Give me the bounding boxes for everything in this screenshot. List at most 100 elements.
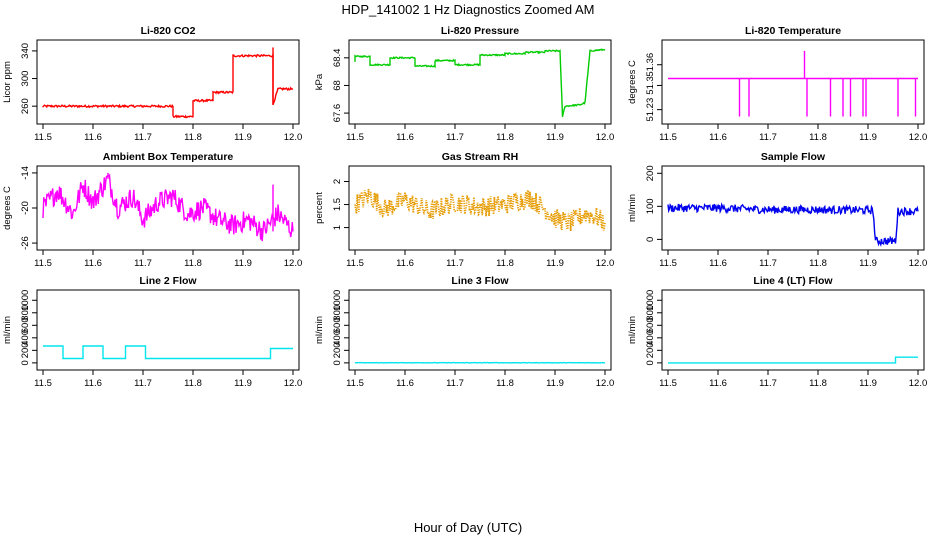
panel-ylabel: kPa [314, 73, 325, 90]
y-tick-label: 600 [332, 317, 343, 333]
panel-title: Ambient Box Temperature [103, 151, 234, 163]
y-tick-label: 260 [20, 98, 31, 114]
x-tick-label: 11.9 [859, 258, 877, 269]
x-tick-label: 11.9 [234, 132, 252, 143]
panel-title: Gas Stream RH [442, 151, 518, 163]
panel-6: Line 2 Flow ml/min 11.5 11.6 11.7 11.8 11.9 12.… [2, 275, 302, 389]
x-tick-label: 11.6 [396, 378, 414, 389]
panel-1: Li-820 Pressure kPa 11.5 11.6 11.7 11.8 11.9 12… [314, 25, 614, 143]
y-tick-label: 100 [645, 198, 656, 214]
series-line [42, 52, 294, 119]
y-tick-label: 600 [20, 317, 31, 333]
panel-ylabel: ml/min [2, 316, 13, 344]
y-tick-label: 400 [332, 330, 343, 346]
x-tick-label: 12.0 [596, 378, 615, 389]
y-tick-label: -14 [20, 166, 31, 180]
x-tick-label: 11.8 [496, 258, 514, 269]
x-tick-label: 11.6 [396, 132, 414, 143]
y-tick-label: 67.6 [332, 104, 343, 123]
y-tick-label: -20 [20, 201, 31, 215]
y-tick-label: 0 [332, 360, 343, 365]
panel-ylabel: ml/min [627, 194, 638, 222]
x-tick-label: 11.6 [84, 258, 102, 269]
x-tick-label: 11.5 [346, 132, 364, 143]
x-tick-label: 11.7 [446, 258, 464, 269]
panel-frame [36, 289, 300, 371]
y-tick-label: 1000 [645, 290, 656, 311]
x-tick-label: 11.9 [546, 378, 564, 389]
panel-frame [348, 289, 612, 371]
y-tick-label: 1000 [332, 290, 343, 311]
x-tick-label: 11.7 [134, 258, 152, 269]
panel-title: Li-820 Pressure [441, 25, 519, 37]
y-tick-label: 800 [645, 305, 656, 321]
y-tick-label: 800 [332, 305, 343, 321]
y-tick-label: 68.4 [332, 49, 343, 67]
panel-title: Sample Flow [761, 151, 826, 163]
x-tick-label: 11.8 [184, 132, 202, 143]
x-tick-label: 11.7 [446, 378, 464, 389]
y-tick-label: 800 [20, 305, 31, 321]
x-tick-label: 11.8 [184, 378, 202, 389]
x-tick-label: 11.6 [709, 132, 727, 143]
panel-title: Li-820 CO2 [141, 25, 196, 37]
y-tick-label: -26 [20, 236, 31, 250]
y-tick-label: 400 [645, 330, 656, 346]
y-tick-label: 300 [20, 71, 31, 87]
series-line [354, 188, 606, 232]
panel-2: Li-820 Temperature degrees C 11.5 11.6 11.7 1… [627, 25, 927, 143]
panel-frame [348, 39, 612, 125]
x-tick-label: 11.5 [34, 378, 52, 389]
y-tick-label: 1000 [20, 290, 31, 311]
panel-title: Line 4 (LT) Flow [753, 275, 833, 287]
panel-frame [661, 39, 925, 125]
y-tick-label: 2 [332, 179, 343, 184]
y-tick-label: 200 [332, 342, 343, 358]
x-tick-label: 11.6 [709, 378, 727, 389]
x-tick-label: 11.7 [134, 132, 152, 143]
x-tick-label: 11.9 [859, 378, 877, 389]
panel-frame [661, 165, 925, 251]
x-tick-label: 12.0 [284, 132, 303, 143]
x-tick-label: 11.8 [809, 378, 827, 389]
y-tick-label: 200 [645, 165, 656, 181]
x-tick-label: 11.9 [234, 378, 252, 389]
x-tick-label: 11.6 [84, 132, 102, 143]
x-tick-label: 11.8 [809, 258, 827, 269]
x-tick-label: 11.8 [496, 132, 514, 143]
x-tick-label: 11.5 [346, 258, 364, 269]
x-tick-label: 11.5 [659, 258, 677, 269]
x-tick-label: 12.0 [596, 132, 615, 143]
panel-ylabel: degrees C [627, 60, 638, 104]
panel-title: Line 2 Flow [139, 275, 197, 287]
x-tick-label: 11.6 [709, 258, 727, 269]
panel-title: Li-820 Temperature [745, 25, 841, 37]
panel-frame [348, 165, 612, 251]
panel-ylabel: degrees C [2, 186, 13, 230]
panel-title: Line 3 Flow [451, 275, 509, 287]
x-tick-label: 11.6 [396, 258, 414, 269]
x-tick-label: 11.5 [34, 258, 52, 269]
panel-ylabel: ml/min [314, 316, 325, 344]
y-tick-label: 0 [20, 360, 31, 365]
y-tick-label: 600 [645, 317, 656, 333]
x-tick-label: 11.5 [659, 378, 677, 389]
series-line [42, 173, 294, 242]
x-tick-label: 11.9 [859, 132, 877, 143]
x-tick-label: 11.5 [346, 378, 364, 389]
y-tick-label: 1 [332, 225, 343, 230]
y-tick-label: 0 [645, 237, 656, 242]
x-tick-label: 11.9 [546, 132, 564, 143]
series-line [668, 356, 918, 364]
x-tick-label: 12.0 [284, 378, 303, 389]
panel-5: Sample Flow ml/min 11.5 11.6 11.7 11.8 11.9 12.… [627, 151, 927, 269]
x-tick-label: 11.7 [759, 378, 777, 389]
x-tick-label: 12.0 [596, 258, 615, 269]
y-tick-label: 51.36 [645, 53, 656, 77]
panel-ylabel: Licor ppm [2, 61, 13, 103]
x-tick-label: 11.7 [759, 132, 777, 143]
x-tick-label: 12.0 [284, 258, 303, 269]
y-tick-label: 1.5 [332, 198, 343, 211]
y-tick-label: 68 [332, 80, 343, 91]
y-tick-label: 51.3 [645, 76, 656, 95]
